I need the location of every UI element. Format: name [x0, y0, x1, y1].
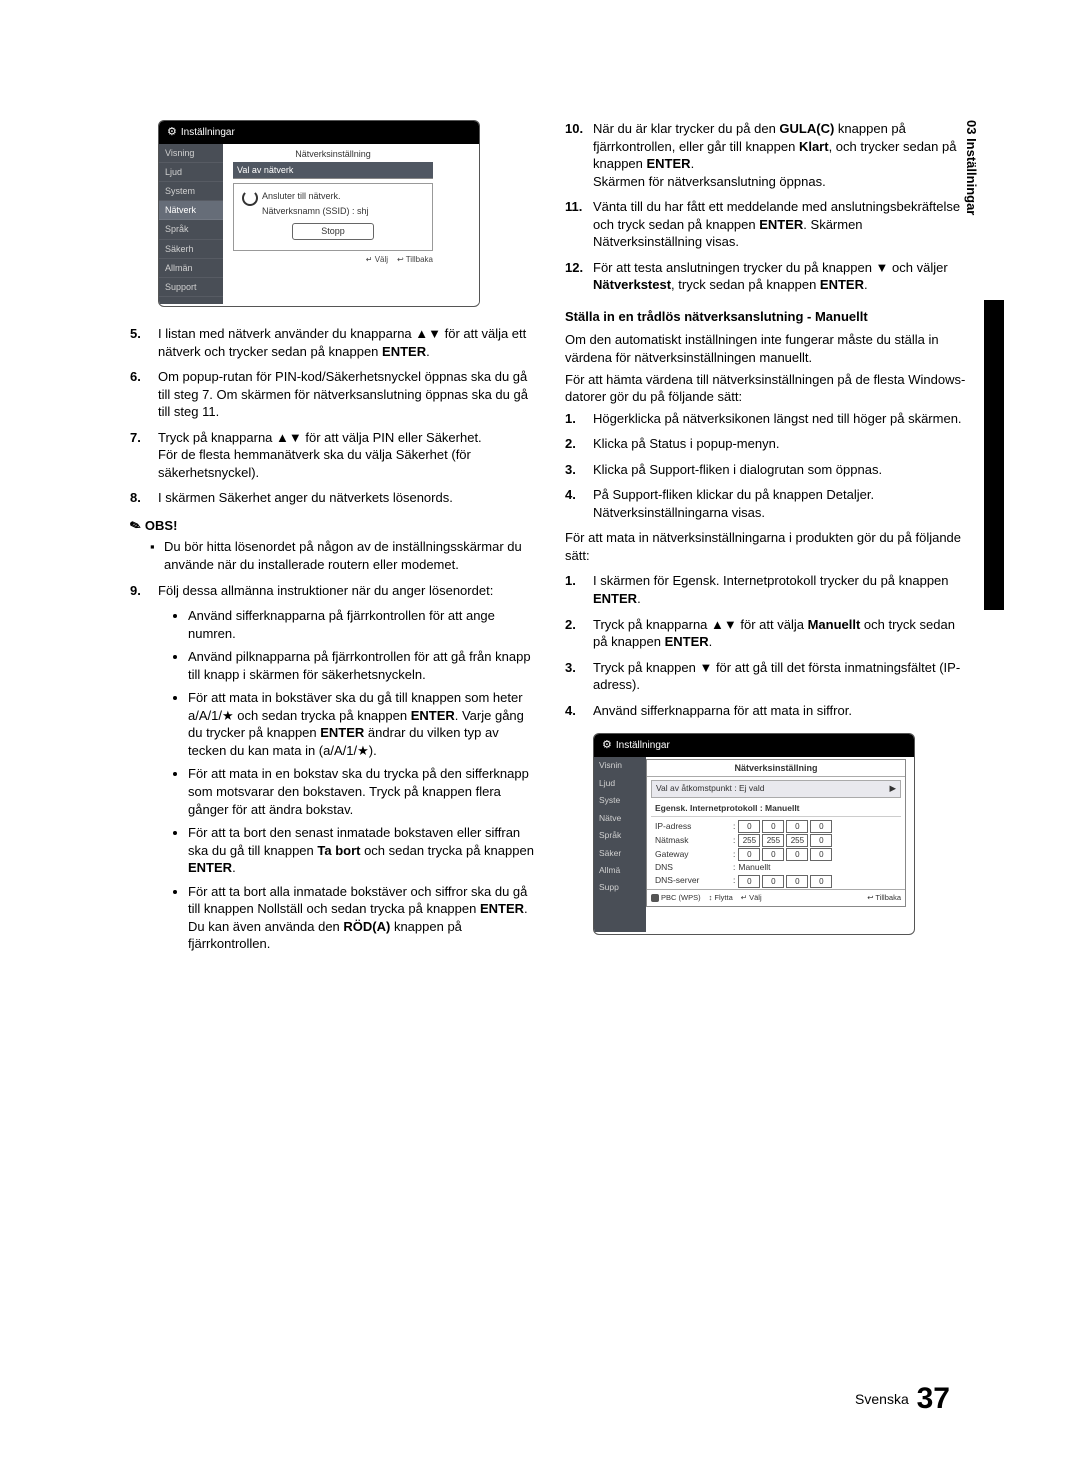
bullet-1: Använd sifferknapparna på fjärrkontrolle… [188, 607, 535, 642]
bullet-2: Använd pilknapparna på fjärrkontrollen f… [188, 648, 535, 683]
qstep-1: 1.I skärmen för Egensk. Internetprotokol… [565, 572, 970, 607]
spinner-icon [242, 190, 258, 206]
ss1-conn-line2: Nätverksnamn (SSID) : shj [262, 205, 426, 217]
right-arrow-icon: ▶ [889, 783, 896, 794]
step-8: 8. I skärmen Säkerhet anger du nätverket… [130, 489, 535, 507]
ss2-footer: PBC (WPS) ↕ Flytta ↵ Välj ↩ Tillbaka [647, 889, 905, 906]
ss2-panel: Nätverksinställning Val av åtkomstpunkt … [646, 759, 906, 907]
ss1-menu-item-selected: Nätverk [159, 201, 223, 220]
ss1-menu-item: Ljud [159, 163, 223, 182]
ss2-netmask-row: Nätmask: 2552552550 [655, 834, 897, 847]
para-1: Om den automatiskt inställningen inte fu… [565, 331, 970, 366]
step-11: 11. Vänta till du har fått ett meddeland… [565, 198, 970, 251]
ss1-menu-item: System [159, 182, 223, 201]
step-5: 5. I listan med nätverk använder du knap… [130, 325, 535, 360]
substep-4: 4.På Support-fliken klickar du på knappe… [565, 486, 970, 521]
ss2-dns-row: DNS: Manuellt [655, 862, 897, 873]
substep-1: 1.Högerklicka på nätverksikonen längst n… [565, 410, 970, 428]
ss1-conn-line1: Ansluter till nätverk. [262, 190, 426, 202]
step-12: 12. För att testa anslutningen trycker d… [565, 259, 970, 294]
qstep-2: 2.Tryck på knapparna ▲▼ för att välja Ma… [565, 616, 970, 651]
note-icon: ✎ [127, 516, 143, 536]
step-7: 7. Tryck på knapparna ▲▼ för att välja P… [130, 429, 535, 482]
bullet-4: För att mata in en bokstav ska du trycka… [188, 765, 535, 818]
ss1-foot-select: ↵ Välj [366, 255, 388, 264]
gear-icon: ⚙ [602, 738, 612, 753]
subheading-manual: Ställa in en trådlös nätverksanslutning … [565, 308, 970, 326]
substep-2: 2.Klicka på Status i popup-menyn. [565, 435, 970, 453]
ss1-popup: Nätverksinställning Val av nätverk Anslu… [233, 146, 433, 266]
right-column: 10. När du är klar trycker du på den GUL… [565, 120, 970, 959]
ss1-menu-item: Säkerh [159, 240, 223, 259]
bullet-3: För att mata in bokstäver ska du gå till… [188, 689, 535, 759]
step-10: 10. När du är klar trycker du på den GUL… [565, 120, 970, 190]
ss1-popup-title: Nätverksinställning [233, 146, 433, 162]
ss1-menu-item: Språk [159, 220, 223, 239]
side-tab: 03 Inställningar [962, 120, 980, 215]
step-6: 6. Om popup-rutan för PIN-kod/Säkerhetsn… [130, 368, 535, 421]
qstep-4: 4.Använd sifferknapparna för att mata in… [565, 702, 970, 720]
note-body: ▪ Du bör hitta lösenordet på någon av de… [150, 538, 535, 573]
note-header: ✎OBS! [130, 517, 535, 535]
ss1-menu: Visning Ljud System Nätverk Språk Säkerh… [159, 144, 223, 304]
settings-screenshot-2: ⚙ Inställningar Visnin Ljud Syste Nätve … [593, 733, 915, 935]
ss1-menu-item: Support [159, 278, 223, 297]
ss2-proto-row: Egensk. Internetprotokoll : Manuellt [651, 801, 901, 817]
ss1-titlebar: ⚙ Inställningar [159, 121, 479, 144]
gear-icon: ⚙ [167, 125, 177, 140]
ss1-stop-button: Stopp [292, 223, 374, 239]
ss1-foot-back: ↩ Tillbaka [397, 255, 433, 264]
page-footer: Svenska 37 [855, 1379, 950, 1420]
ss2-ap-row: Val av åtkomstpunkt : Ej vald ▶ [651, 780, 901, 797]
bullet-square-icon: ▪ [150, 538, 164, 573]
ss1-title: Inställningar [181, 126, 235, 140]
ss2-header: Nätverksinställning [647, 760, 905, 777]
step-9: 9. Följ dessa allmänna instruktioner när… [130, 582, 535, 600]
side-black-bar [984, 300, 1004, 610]
bullet-5: För att ta bort den senast inmatade boks… [188, 824, 535, 877]
bullet-6: För att ta bort alla inmatade bokstäver … [188, 883, 535, 953]
ss2-ip-row: IP-adress: 0000 [655, 820, 897, 833]
ss2-gateway-row: Gateway: 0000 [655, 848, 897, 861]
qstep-3: 3.Tryck på knappen ▼ för att gå till det… [565, 659, 970, 694]
ss2-dnsserver-row: DNS-server: 0000 [655, 875, 897, 888]
ss1-menu-item: Allmän [159, 259, 223, 278]
para-2: För att hämta värdena till nätverksinstä… [565, 371, 970, 406]
ss1-menu-item: Visning [159, 144, 223, 163]
ss1-popup-row: Val av nätverk [233, 162, 433, 179]
ss2-title: Inställningar [616, 739, 670, 753]
settings-screenshot-1: ⚙ Inställningar Visning Ljud System Nätv… [158, 120, 480, 307]
para-3: För att mata in nätverksinställningarna … [565, 529, 970, 564]
substep-3: 3.Klicka på Support-fliken i dialogrutan… [565, 461, 970, 479]
left-column: ⚙ Inställningar Visning Ljud System Nätv… [130, 120, 535, 959]
red-a-icon [651, 894, 659, 902]
ss2-titlebar: ⚙ Inställningar [594, 734, 914, 757]
ss2-menu: Visnin Ljud Syste Nätve Språk Säker Allm… [594, 757, 646, 932]
